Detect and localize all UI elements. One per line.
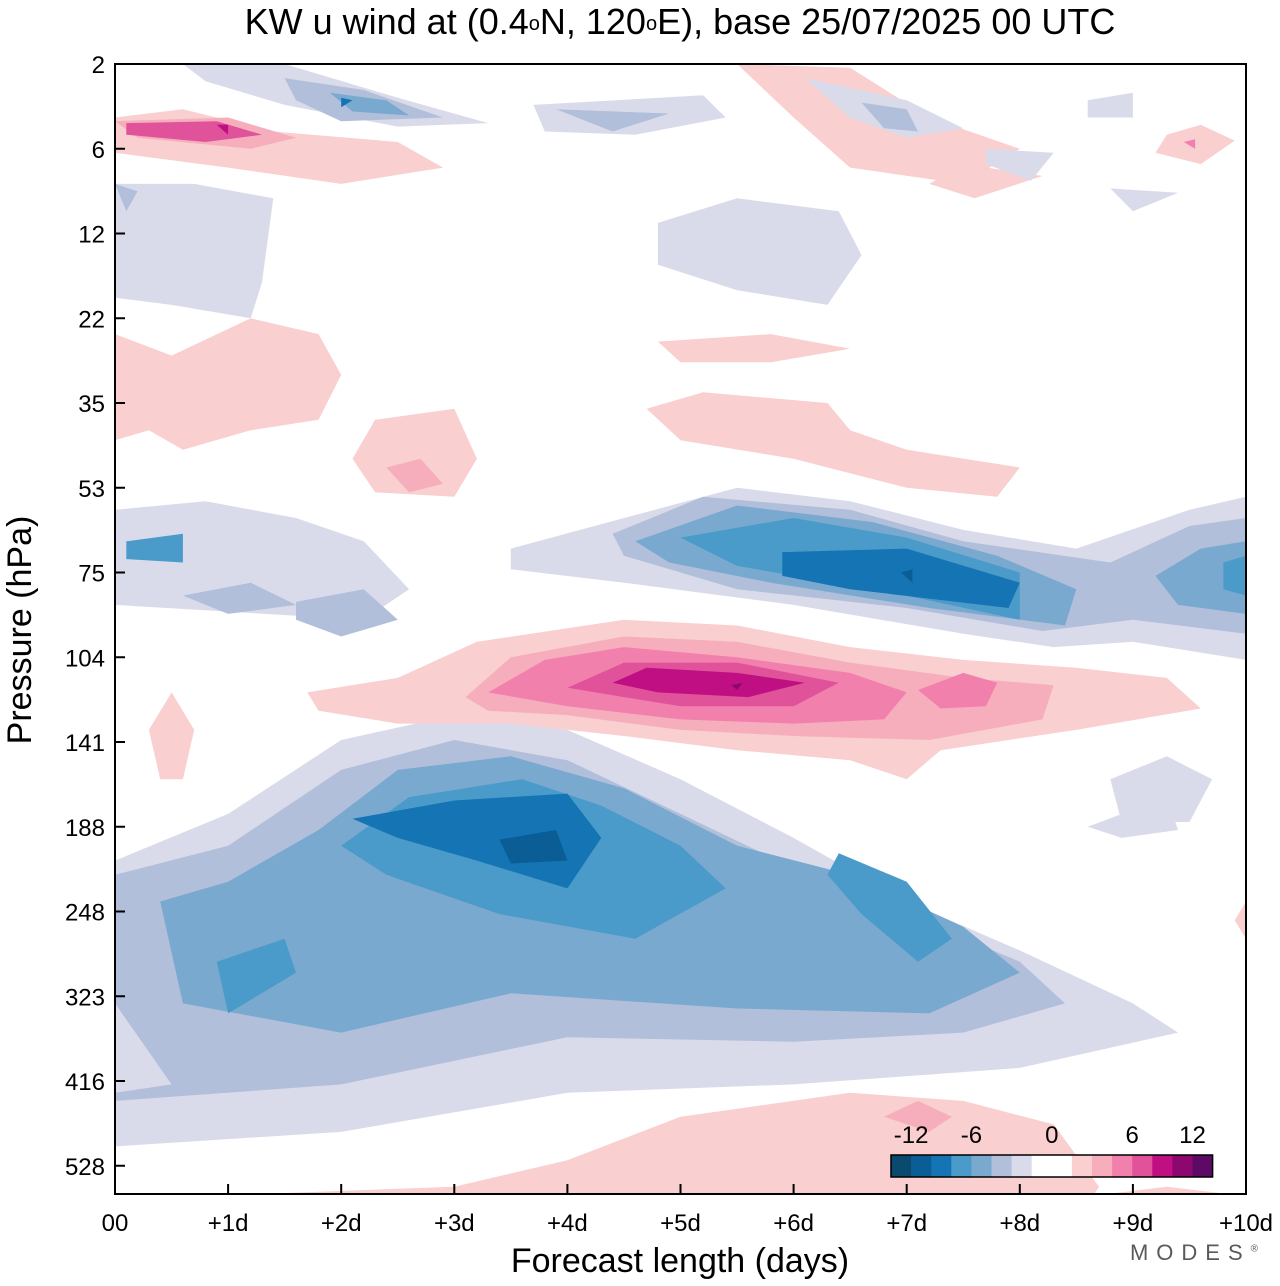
colorbar: -12 -6 0 6 12 <box>890 1122 1214 1178</box>
colorbar-swatch <box>1071 1155 1093 1177</box>
y-tick-label: 104 <box>65 645 105 672</box>
contour-region <box>499 830 568 864</box>
colorbar-label: -6 <box>961 1122 982 1149</box>
contour-region <box>1110 188 1179 212</box>
contour-region <box>126 533 183 563</box>
colorbar-swatch <box>1011 1155 1033 1177</box>
contour-region <box>115 1003 172 1093</box>
x-tick-label: +9d <box>1113 1210 1154 1237</box>
x-tick-label: +5d <box>660 1210 701 1237</box>
colorbar-label: 0 <box>1045 1122 1058 1149</box>
contour-region <box>115 183 138 212</box>
contour-region <box>657 334 851 363</box>
x-tick-label: +2d <box>321 1210 362 1237</box>
y-tick-label: 188 <box>65 815 105 842</box>
contour-region <box>884 1100 952 1132</box>
colorbar-swatch <box>1152 1155 1173 1177</box>
contour-region <box>1183 139 1196 149</box>
contour-region <box>386 458 443 493</box>
x-tick-label: +3d <box>434 1210 475 1237</box>
y-tick-label: 141 <box>65 730 105 757</box>
y-tick-label: 75 <box>78 561 105 588</box>
contour-region <box>1087 797 1179 838</box>
contour-region <box>1106 1186 1229 1194</box>
brand-logo: MODES® <box>1129 1240 1258 1265</box>
contour-region <box>1234 901 1246 939</box>
colorbar-swatch <box>891 1155 912 1177</box>
colorbar-swatch <box>1132 1155 1153 1177</box>
contour-region <box>148 692 195 780</box>
contour-region <box>1223 555 1246 596</box>
contour-region <box>782 548 1020 608</box>
colorbar-label: -12 <box>894 1122 929 1149</box>
y-tick-label: 53 <box>78 476 105 503</box>
y-tick-label: 528 <box>65 1154 105 1181</box>
contour-region <box>216 938 296 1014</box>
x-tick-label: +8d <box>999 1210 1040 1237</box>
contour-region <box>1155 541 1246 614</box>
contour-region <box>1110 756 1213 822</box>
y-tick-label: 12 <box>78 222 105 249</box>
y-tick-label: 22 <box>78 306 105 333</box>
x-tick-label: 00 <box>102 1210 129 1237</box>
contour-field <box>115 64 1246 1194</box>
colorbar-swatch <box>1112 1155 1133 1177</box>
y-tick-label: 323 <box>65 984 105 1011</box>
contour-region <box>352 408 477 497</box>
x-tick-label: +10d <box>1219 1210 1273 1237</box>
chart-title: KW u wind at (0.4oN, 120oE), base 25/07/… <box>244 1 1116 42</box>
colorbar-swatch <box>911 1155 932 1177</box>
contour-region <box>556 109 670 132</box>
x-tick-label: +6d <box>773 1210 814 1237</box>
colorbar-swatch <box>1051 1155 1073 1177</box>
axes: 2 6 12 22 35 53 75 104 141 188 248 323 416 528 00 +1d +2… <box>1 52 1273 1280</box>
contour-region <box>861 102 918 132</box>
contour-region <box>827 853 952 962</box>
x-axis-label: Forecast length (days) <box>511 1242 849 1280</box>
colorbar-label: 6 <box>1126 1122 1139 1149</box>
x-tick-label: +4d <box>547 1210 588 1237</box>
x-tick-label: +7d <box>886 1210 927 1237</box>
contour-region <box>296 589 398 637</box>
contour-region <box>657 198 862 305</box>
y-tick-label: 416 <box>65 1069 105 1096</box>
contour-region <box>612 667 805 698</box>
y-tick-label: 6 <box>92 137 105 164</box>
colorbar-swatch <box>1192 1155 1213 1177</box>
y-axis-label: Pressure (hPa) <box>1 516 39 745</box>
colorbar-swatch <box>931 1155 952 1177</box>
colorbar-swatch <box>991 1155 1012 1177</box>
contour-region <box>216 124 229 135</box>
y-tick-label: 35 <box>78 391 105 418</box>
contour-region <box>985 148 1054 181</box>
contour-region <box>731 682 743 690</box>
contour-region <box>901 569 913 583</box>
contour-region <box>115 501 410 620</box>
contour-region <box>115 318 342 450</box>
contour-region <box>329 92 410 116</box>
contour-region <box>182 582 296 614</box>
colorbar-swatch <box>971 1155 992 1177</box>
colorbar-label: 12 <box>1179 1122 1206 1149</box>
y-tick-label: 248 <box>65 900 105 927</box>
y-tick-label: 2 <box>92 52 105 79</box>
colorbar-frame <box>890 1154 1214 1178</box>
contour-region <box>1087 92 1133 118</box>
colorbar-swatch <box>951 1155 972 1177</box>
contour-region <box>341 97 353 108</box>
contour-region <box>352 793 602 889</box>
colorbar-swatch <box>1172 1155 1193 1177</box>
contour-region <box>918 672 998 709</box>
contour-region <box>646 392 1020 497</box>
colorbar-swatch <box>1092 1155 1113 1177</box>
contour-region <box>115 183 274 319</box>
colorbar-swatch <box>1031 1155 1053 1177</box>
x-tick-label: +1d <box>208 1210 249 1237</box>
